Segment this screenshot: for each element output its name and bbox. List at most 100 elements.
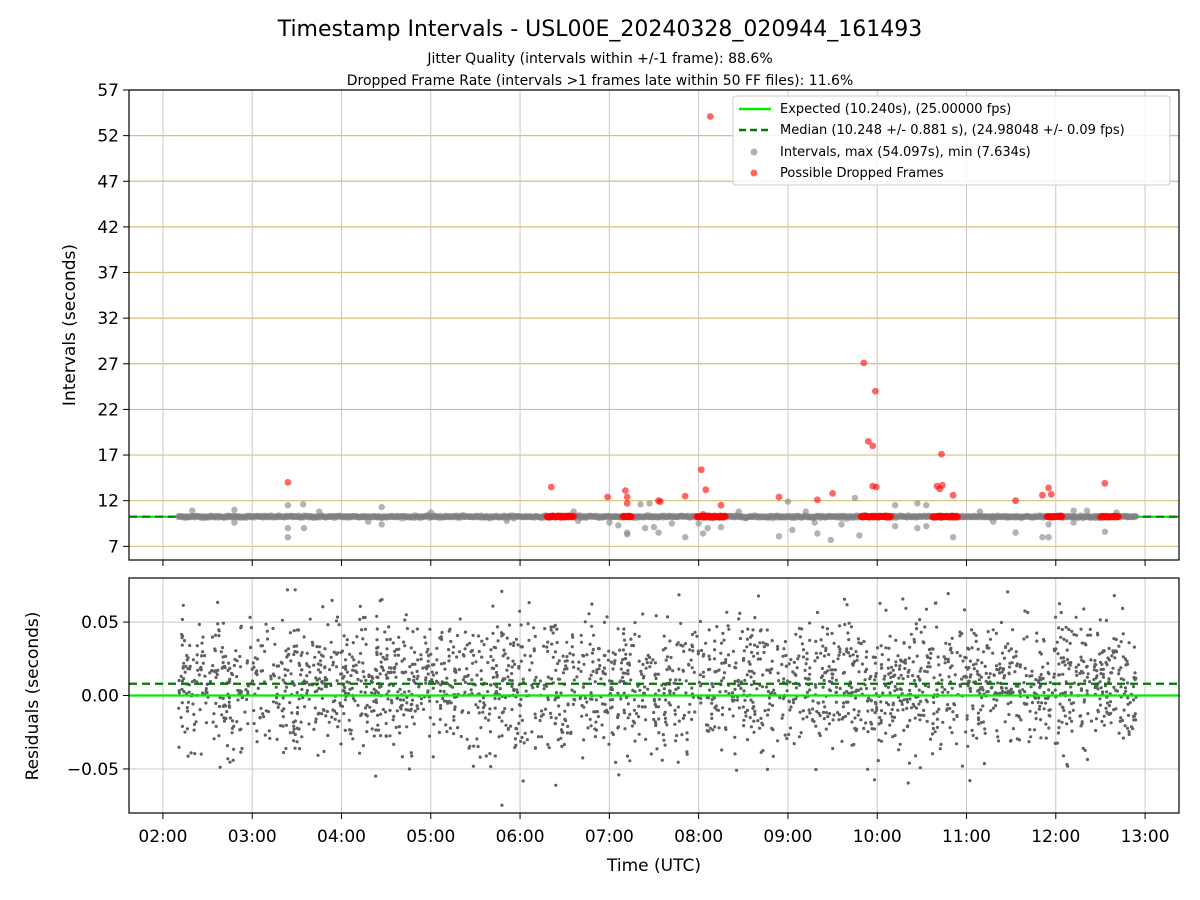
residual-point xyxy=(396,690,400,694)
interval-point xyxy=(1005,513,1012,521)
residual-point xyxy=(225,744,230,748)
residual-point xyxy=(435,646,439,651)
residual-point xyxy=(252,721,256,726)
interval-point xyxy=(599,514,606,521)
residual-point xyxy=(720,748,724,752)
residual-point xyxy=(293,649,297,654)
interval-point xyxy=(817,513,825,521)
residual-point xyxy=(1006,642,1010,646)
interval-point xyxy=(493,513,501,520)
interval-point xyxy=(611,513,618,521)
interval-point xyxy=(597,513,604,520)
interval-point xyxy=(333,512,340,520)
residual-point xyxy=(432,663,436,667)
interval-point xyxy=(814,513,821,520)
interval-point xyxy=(745,513,752,520)
interval-point xyxy=(613,513,620,520)
residual-point xyxy=(971,733,975,738)
residual-point xyxy=(497,697,501,701)
residual-point xyxy=(297,727,301,731)
interval-point xyxy=(985,513,992,520)
residual-point xyxy=(765,643,770,647)
interval-point xyxy=(469,514,476,521)
interval-point xyxy=(374,514,381,521)
residual-point xyxy=(495,625,500,629)
residual-point xyxy=(928,656,932,660)
interval-point xyxy=(382,513,389,520)
interval-point xyxy=(477,514,484,521)
residual-point xyxy=(1107,680,1111,684)
residual-point xyxy=(599,677,603,681)
interval-point xyxy=(226,512,234,520)
residual-point xyxy=(571,653,575,657)
interval-point xyxy=(316,508,323,515)
interval-point xyxy=(495,514,503,521)
interval-point xyxy=(980,512,988,520)
residual-point xyxy=(288,631,292,635)
residual-point xyxy=(223,666,227,670)
residual-point xyxy=(585,700,589,704)
interval-point xyxy=(203,513,211,520)
residual-point xyxy=(208,671,212,675)
residual-point xyxy=(976,658,980,662)
residual-point xyxy=(553,650,558,654)
interval-point xyxy=(249,513,257,520)
residual-point xyxy=(879,718,883,722)
residual-point xyxy=(1028,709,1032,713)
interval-point xyxy=(975,513,983,521)
residual-point xyxy=(236,698,240,702)
interval-point xyxy=(343,513,350,520)
interval-point xyxy=(330,514,338,522)
residual-point xyxy=(895,687,899,692)
residual-point xyxy=(1046,661,1050,666)
residual-point xyxy=(825,627,830,631)
interval-point xyxy=(647,513,654,521)
interval-point xyxy=(893,513,901,520)
residual-point xyxy=(355,635,359,639)
residual-point xyxy=(906,781,910,785)
interval-point xyxy=(478,512,485,519)
residual-point xyxy=(1028,728,1032,732)
residual-point xyxy=(435,671,439,675)
interval-point xyxy=(449,513,457,520)
interval-point xyxy=(312,513,319,520)
residual-point xyxy=(1000,670,1004,674)
residual-point xyxy=(873,711,877,715)
residual-point xyxy=(183,670,187,674)
residual-point xyxy=(518,609,522,613)
interval-point xyxy=(786,513,793,520)
residual-point xyxy=(340,704,345,709)
residual-point xyxy=(300,687,304,692)
residual-point xyxy=(1104,660,1108,665)
residual-point xyxy=(1065,657,1070,662)
interval-point xyxy=(595,514,602,521)
residual-point xyxy=(1101,649,1105,653)
interval-point xyxy=(440,513,447,521)
interval-point xyxy=(1019,513,1027,520)
residual-point xyxy=(1085,675,1089,679)
residual-point xyxy=(841,671,846,675)
interval-point xyxy=(308,513,315,520)
residual-point xyxy=(351,668,355,672)
residual-point xyxy=(1105,701,1110,705)
residual-point xyxy=(542,687,546,691)
residual-point xyxy=(983,664,987,669)
residual-point xyxy=(932,712,936,716)
residual-point xyxy=(409,646,413,650)
residual-point xyxy=(1110,671,1114,675)
residual-point xyxy=(879,700,883,704)
residual-point xyxy=(326,623,330,627)
interval-point xyxy=(1022,513,1030,520)
residual-point xyxy=(637,634,641,639)
interval-point xyxy=(695,520,702,527)
interval-point xyxy=(856,532,863,539)
residual-point xyxy=(588,642,592,646)
interval-point xyxy=(1087,514,1095,521)
residual-point xyxy=(787,662,791,666)
interval-point xyxy=(247,513,255,520)
dropped-frame-point xyxy=(702,486,710,494)
interval-point xyxy=(1020,513,1027,520)
interval-point xyxy=(527,513,534,520)
interval-point xyxy=(847,513,855,520)
interval-point xyxy=(1018,513,1025,520)
